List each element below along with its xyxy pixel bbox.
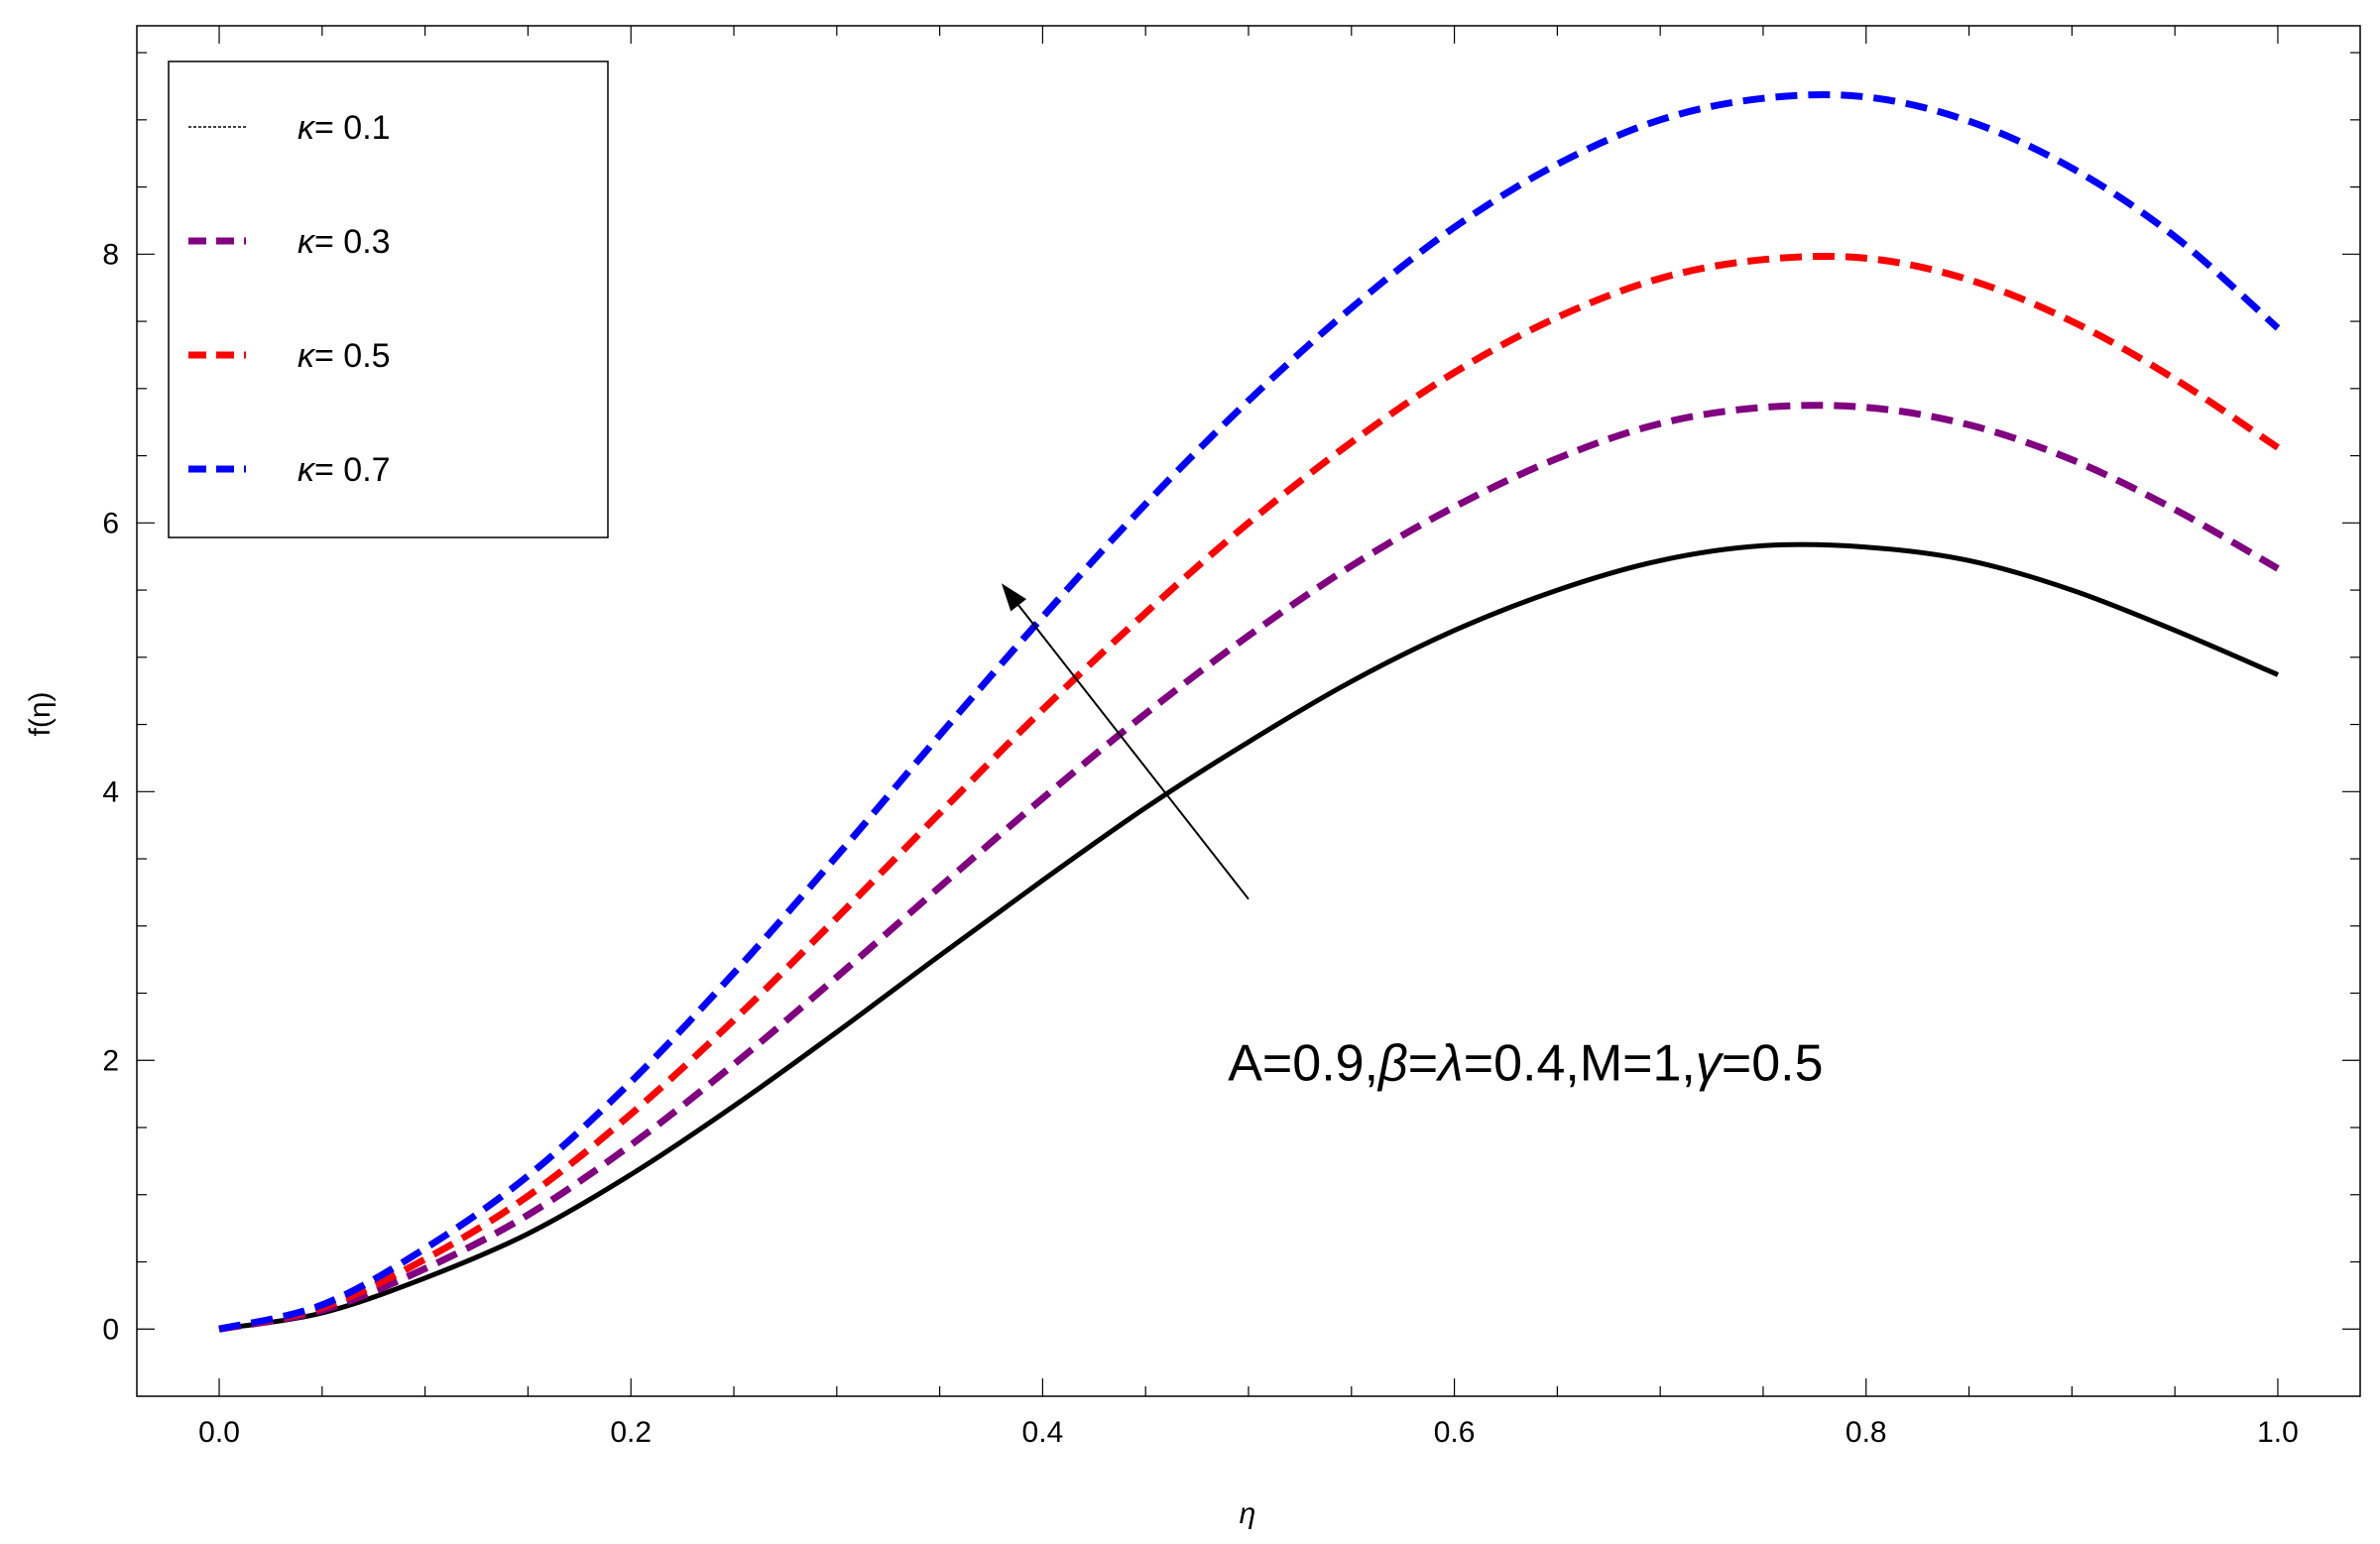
x-tick-label: 0.4 (1022, 1416, 1064, 1449)
legend-label-4: κ= 0.7 (298, 451, 391, 489)
legend-box (168, 60, 609, 538)
x-tick-label: 0.6 (1434, 1416, 1476, 1449)
series-line-3 (218, 252, 2280, 1333)
y-axis-title: f(η) (24, 692, 57, 737)
parameter-annotation: A=0.9,β=λ=0.4,M=1,γ=0.5 (1228, 1035, 1823, 1093)
x-tick-labels: 0.0 0.2 0.4 0.6 0.8 1.0 (198, 1416, 2299, 1449)
y-tick-label: 4 (102, 775, 119, 808)
y-tick-label: 0 (102, 1313, 119, 1346)
y-tick-labels: 0 2 4 6 8 (102, 238, 119, 1346)
x-tick-label: 1.0 (2257, 1416, 2299, 1449)
legend: κ= 0.1 κ= 0.3 κ= 0.5 κ= 0.7 (168, 60, 609, 538)
series-line-1 (218, 541, 2279, 1332)
arrow-shaft (1017, 604, 1250, 900)
x-tick-label: 0.2 (610, 1416, 652, 1449)
legend-label-3: κ= 0.5 (298, 337, 391, 375)
series-lines (218, 91, 2281, 1333)
y-tick-label: 8 (102, 238, 119, 271)
legend-items: κ= 0.1 κ= 0.3 κ= 0.5 κ= 0.7 (188, 109, 391, 489)
trend-arrow (1001, 583, 1250, 900)
arrow-head (1001, 583, 1027, 612)
legend-label-2: κ= 0.3 (298, 223, 391, 261)
x-tick-label: 0.8 (1845, 1416, 1887, 1449)
axis-ticks (137, 26, 2360, 1396)
y-tick-label: 6 (102, 507, 119, 539)
legend-label-1: κ= 0.1 (298, 109, 391, 147)
series-line-4 (218, 91, 2281, 1333)
y-tick-label: 2 (102, 1044, 119, 1077)
x-axis-title: η (1240, 1497, 1256, 1530)
series-line-2 (218, 402, 2280, 1333)
x-tick-label: 0.0 (198, 1416, 240, 1449)
